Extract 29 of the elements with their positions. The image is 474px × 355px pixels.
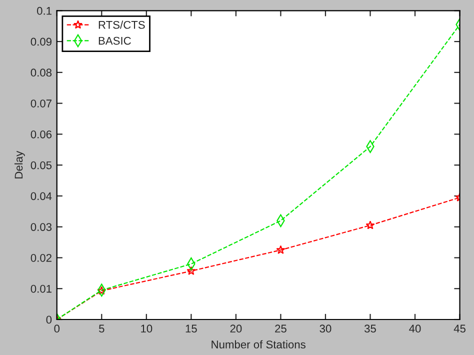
x-tick-label: 35 (364, 324, 376, 333)
x-tick-label: 15 (186, 324, 197, 333)
x-tick-label: 0 (54, 324, 60, 333)
y-tick-label: 0.03 (30, 223, 52, 231)
y-tick-label: 0.06 (30, 130, 52, 138)
x-tick-label: 30 (320, 324, 332, 333)
y-tick-label: 0.01 (30, 284, 52, 293)
point (186, 266, 196, 275)
y-tick-label: 0.09 (30, 38, 52, 46)
x-tick-label: 45 (454, 324, 466, 333)
legend-label: BASIC (98, 36, 131, 45)
x-tick-label: 5 (99, 324, 104, 333)
y-tick-label: 0.08 (30, 68, 52, 77)
y-tick-label: 0.04 (30, 192, 52, 200)
y-tick-label: 0.07 (30, 100, 52, 108)
x-tick-label: 25 (275, 324, 286, 333)
point (97, 286, 106, 295)
x-tick-label: 20 (230, 324, 242, 333)
y-axis-title: Delay (14, 150, 25, 178)
x-tick-label: 40 (409, 324, 421, 333)
x-tick-label: 10 (141, 324, 152, 333)
y-tick-label: 0.02 (30, 254, 52, 262)
x-axis-title: Number of Stations (212, 340, 306, 348)
point (276, 245, 286, 254)
point (366, 220, 375, 230)
y-tick-label: 0 (46, 316, 52, 324)
y-tick-label: 0.1 (37, 6, 52, 15)
y-tick-label: 0.05 (30, 161, 52, 170)
legend-label: RTS/CTS (98, 20, 145, 29)
